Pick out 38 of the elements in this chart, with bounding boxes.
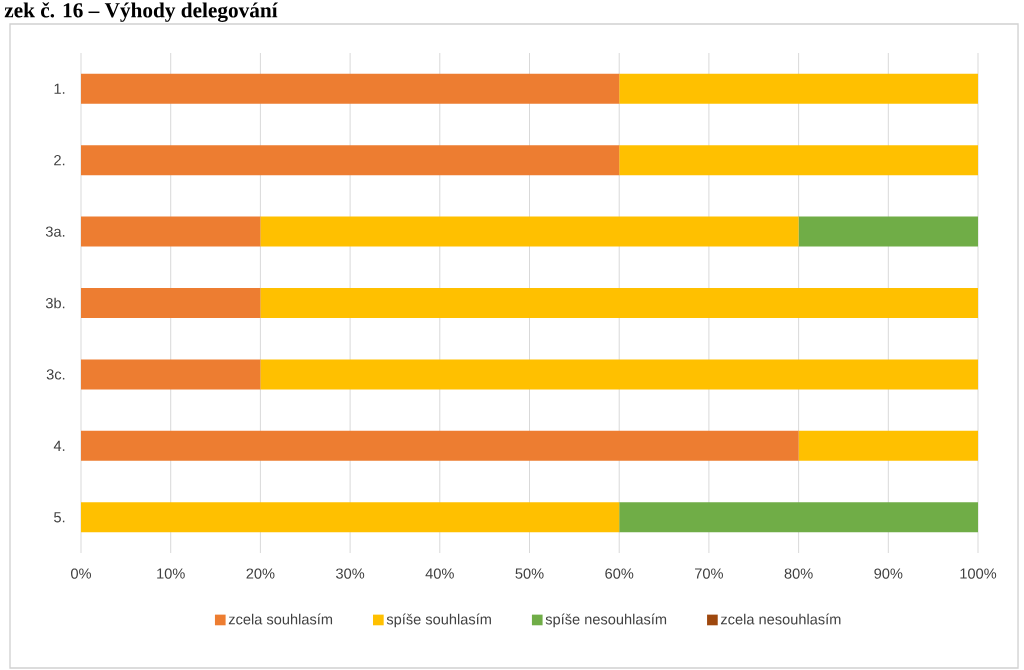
bar [81,502,620,533]
y-tick-label: 3b. [45,297,65,309]
x-tick-label: 90% [874,568,903,579]
x-tick-label: 0% [71,568,92,579]
x-tick-label: 50% [515,568,544,579]
bar [81,145,620,176]
bar [798,216,979,247]
bar [81,430,799,461]
y-tick-label: 1. [54,83,65,94]
legend-label: zcela nesouhlasím [720,613,841,625]
y-tick-label: 4. [53,440,65,451]
bar [260,288,979,319]
bar [798,430,979,461]
bar [81,73,620,104]
x-tick-label: 10% [157,568,185,579]
x-tick-label: 60% [605,568,634,579]
chart-title: zek č. 16 – Výhody delegování [4,2,278,22]
x-tick-label: 40% [425,568,454,579]
y-tick-label: 3c. [46,369,65,380]
bar [260,359,979,390]
y-tick-label: 2. [54,155,65,166]
x-tick-label: 30% [336,568,365,579]
x-tick-label: 20% [246,568,275,579]
legend-label: spíše souhlasím [386,613,491,628]
bar [619,502,979,533]
bar [81,216,261,247]
legend-label: zcela souhlasím [228,613,333,625]
bar [260,216,799,247]
x-tick-label: 80% [784,568,813,579]
x-tick-label: 70% [695,568,723,579]
legend-label: spíše nesouhlasím [545,613,667,628]
y-tick-label: 3a. [45,226,65,237]
bar [619,73,979,104]
x-tick-label: 100% [960,568,997,579]
bar [81,359,261,390]
bar [81,288,261,319]
bar [619,145,979,176]
y-tick-label: 5. [54,512,65,523]
